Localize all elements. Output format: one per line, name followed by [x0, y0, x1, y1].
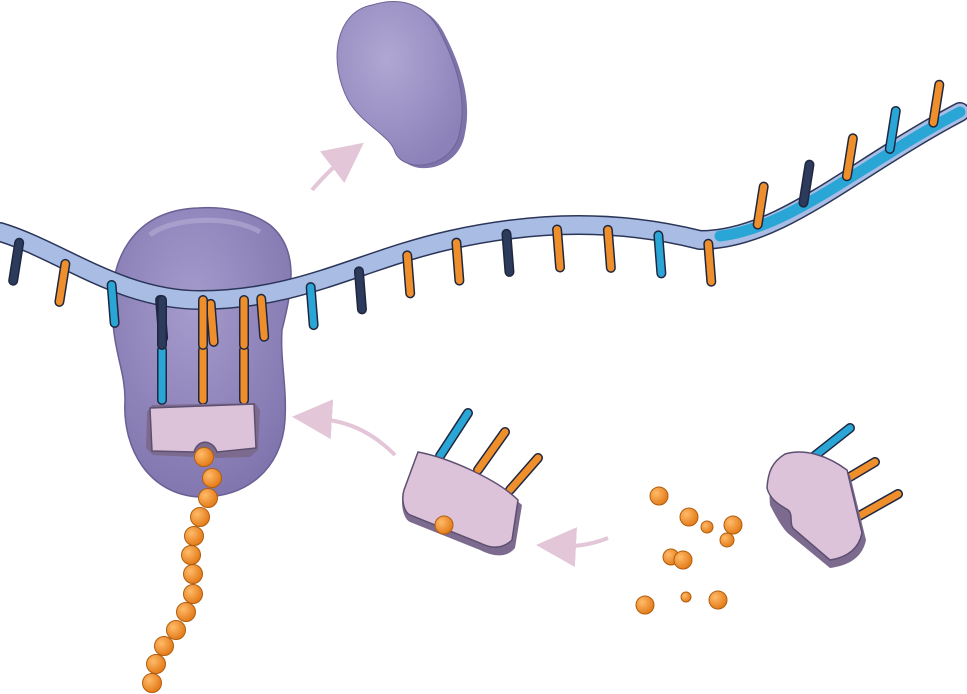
mrna-base: [704, 240, 715, 286]
mrna-base: [307, 283, 318, 329]
free-anticodon-base: [506, 454, 542, 494]
mrna-base: [55, 260, 69, 306]
polypeptide-amino-acid: [166, 620, 186, 640]
mrna-base: [604, 226, 615, 272]
polypeptide-amino-acid: [146, 654, 166, 674]
bound-anticodon: [157, 295, 249, 405]
polypeptide-chain: [142, 447, 222, 693]
free-amino-acid: [723, 515, 743, 535]
free-trna-loaded: [402, 408, 543, 556]
mrna-base: [843, 134, 857, 180]
mrna-bases: [8, 79, 945, 347]
polypeptide-amino-acid: [202, 468, 222, 488]
polypeptide-amino-acid: [176, 602, 196, 622]
polypeptide-amino-acid: [190, 507, 210, 527]
free-amino-acid: [680, 591, 692, 603]
free-anticodon-base: [436, 409, 472, 460]
bound-trna: [146, 295, 260, 458]
mrna-base: [207, 300, 218, 346]
free-amino-acid: [679, 507, 699, 527]
trna-entry-arrow: [292, 399, 397, 457]
mrna-base: [452, 239, 463, 285]
arrows: [292, 142, 609, 568]
polypeptide-amino-acid: [198, 488, 218, 508]
polypeptide-amino-acid: [142, 673, 162, 693]
mrna-base: [502, 230, 513, 276]
mrna-base: [654, 231, 665, 277]
mrna-base: [799, 161, 813, 207]
free-amino-acid: [635, 595, 655, 615]
mrna-base: [9, 239, 23, 285]
mrna-base: [929, 81, 943, 127]
mrna-base: [355, 267, 366, 313]
mrna-base: [257, 295, 268, 341]
free-amino-acid: [708, 590, 728, 610]
free-amino-acid: [700, 520, 714, 534]
free-anticodon-base: [808, 424, 854, 462]
free-amino-acids: [635, 486, 743, 615]
mrna-base: [108, 281, 119, 327]
free-amino-acid: [649, 486, 669, 506]
free-amino-acid: [719, 532, 735, 548]
polypeptide-amino-acid: [154, 636, 174, 656]
subunit-release-arrow: [310, 142, 364, 192]
polypeptide-amino-acid: [183, 584, 203, 604]
polypeptide-amino-acid: [183, 564, 203, 584]
mrna-base: [754, 183, 768, 229]
mrna-base: [886, 107, 900, 153]
attached-amino-acid: [434, 515, 454, 535]
polypeptide-amino-acid: [184, 526, 204, 546]
free-anticodon-base: [474, 428, 509, 474]
mrna-base: [553, 225, 564, 271]
polypeptide-amino-acid: [181, 545, 201, 565]
free-trna-empty: [766, 423, 903, 568]
amino-acid-loading-arrow: [536, 527, 609, 568]
released-ribosome-subunit: [336, 1, 468, 169]
mrna-base: [403, 251, 414, 297]
polypeptide-amino-acid: [194, 447, 214, 467]
free-trna-loaded-anticodon: [435, 408, 543, 495]
free-amino-acid: [673, 550, 693, 570]
mrna-strand: [0, 79, 967, 347]
